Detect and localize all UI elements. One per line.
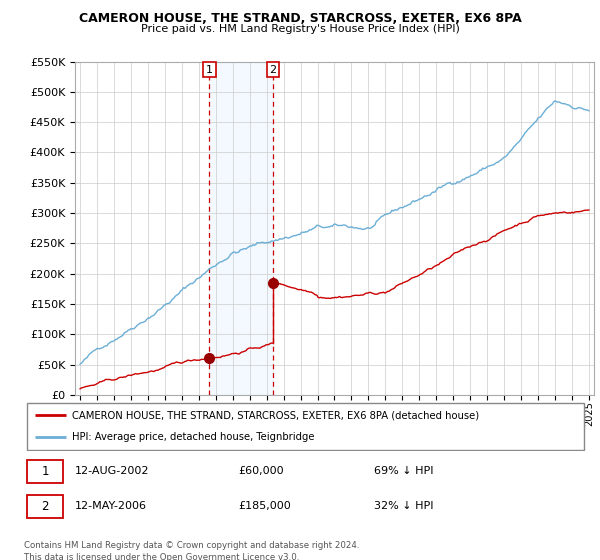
Text: HPI: Average price, detached house, Teignbridge: HPI: Average price, detached house, Teig…	[72, 432, 314, 442]
Text: 12-AUG-2002: 12-AUG-2002	[75, 466, 149, 477]
Text: 69% ↓ HPI: 69% ↓ HPI	[374, 466, 433, 477]
Text: 1: 1	[41, 465, 49, 478]
Text: £60,000: £60,000	[238, 466, 284, 477]
Text: CAMERON HOUSE, THE STRAND, STARCROSS, EXETER, EX6 8PA: CAMERON HOUSE, THE STRAND, STARCROSS, EX…	[79, 12, 521, 25]
Text: Contains HM Land Registry data © Crown copyright and database right 2024.
This d: Contains HM Land Registry data © Crown c…	[24, 541, 359, 560]
Text: 2: 2	[269, 64, 277, 74]
Text: 2: 2	[41, 500, 49, 513]
Text: 1: 1	[206, 64, 213, 74]
Text: Price paid vs. HM Land Registry's House Price Index (HPI): Price paid vs. HM Land Registry's House …	[140, 24, 460, 34]
Text: 32% ↓ HPI: 32% ↓ HPI	[374, 501, 433, 511]
Bar	[209, 62, 273, 395]
FancyBboxPatch shape	[27, 460, 64, 483]
Text: £185,000: £185,000	[238, 501, 291, 511]
FancyBboxPatch shape	[27, 403, 584, 450]
Text: CAMERON HOUSE, THE STRAND, STARCROSS, EXETER, EX6 8PA (detached house): CAMERON HOUSE, THE STRAND, STARCROSS, EX…	[72, 410, 479, 421]
FancyBboxPatch shape	[27, 494, 64, 518]
Text: 12-MAY-2006: 12-MAY-2006	[75, 501, 147, 511]
